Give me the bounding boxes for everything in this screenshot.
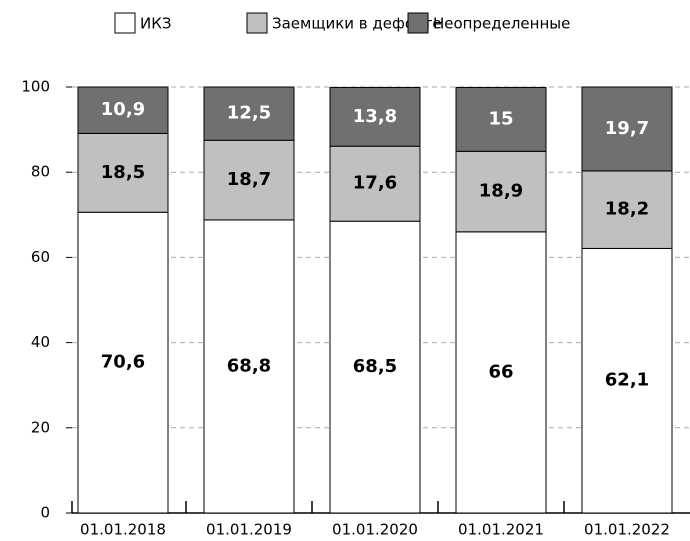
legend-label: Неопределенные	[433, 15, 570, 33]
bar-segment	[581, 170, 673, 249]
legend-label: ИКЗ	[140, 15, 172, 33]
value-label: 18,2	[605, 199, 649, 220]
value-label: 18,7	[227, 169, 271, 190]
bar-segment	[455, 231, 547, 514]
x-tick-label: 01.01.2022	[584, 521, 670, 539]
legend-label: Заемщики в дефолте	[272, 15, 442, 33]
bar-segment	[329, 220, 421, 514]
legend-swatch	[114, 12, 136, 34]
value-label: 68,5	[353, 356, 397, 377]
value-label: 15	[488, 108, 513, 129]
bar-segment	[455, 86, 547, 152]
value-label: 70,6	[101, 352, 145, 373]
bar-segment	[329, 145, 421, 222]
x-tick-label: 01.01.2020	[332, 521, 418, 539]
bar-segment	[455, 150, 547, 233]
y-tick-label: 0	[40, 504, 50, 522]
bar-segment	[77, 132, 169, 213]
value-label: 68,8	[227, 355, 271, 376]
value-label: 18,5	[101, 162, 145, 183]
value-label: 12,5	[227, 103, 271, 124]
x-tick-label: 01.01.2021	[458, 521, 544, 539]
y-tick-label: 20	[31, 418, 50, 436]
bar-segment	[203, 139, 295, 221]
y-tick-label: 80	[31, 163, 50, 181]
value-label: 18,9	[479, 181, 523, 202]
x-tick-label: 01.01.2018	[80, 521, 166, 539]
bar-segment	[77, 86, 169, 134]
x-tick-label: 01.01.2019	[206, 521, 292, 539]
value-label: 62,1	[605, 370, 649, 391]
y-tick-label: 60	[31, 248, 50, 266]
legend-swatch	[246, 12, 268, 34]
y-tick-label: 100	[21, 78, 50, 96]
value-label: 13,8	[353, 106, 397, 127]
y-tick-label: 40	[31, 333, 50, 351]
value-label: 10,9	[101, 99, 145, 120]
value-label: 19,7	[605, 118, 649, 139]
legend-swatch	[407, 12, 429, 34]
bar-segment	[203, 219, 295, 514]
value-label: 17,6	[353, 173, 397, 194]
bar-segment	[203, 86, 295, 141]
bar-segment	[77, 211, 169, 514]
value-label: 66	[488, 361, 513, 382]
bar-segment	[329, 86, 421, 147]
bar-segment	[581, 86, 673, 172]
